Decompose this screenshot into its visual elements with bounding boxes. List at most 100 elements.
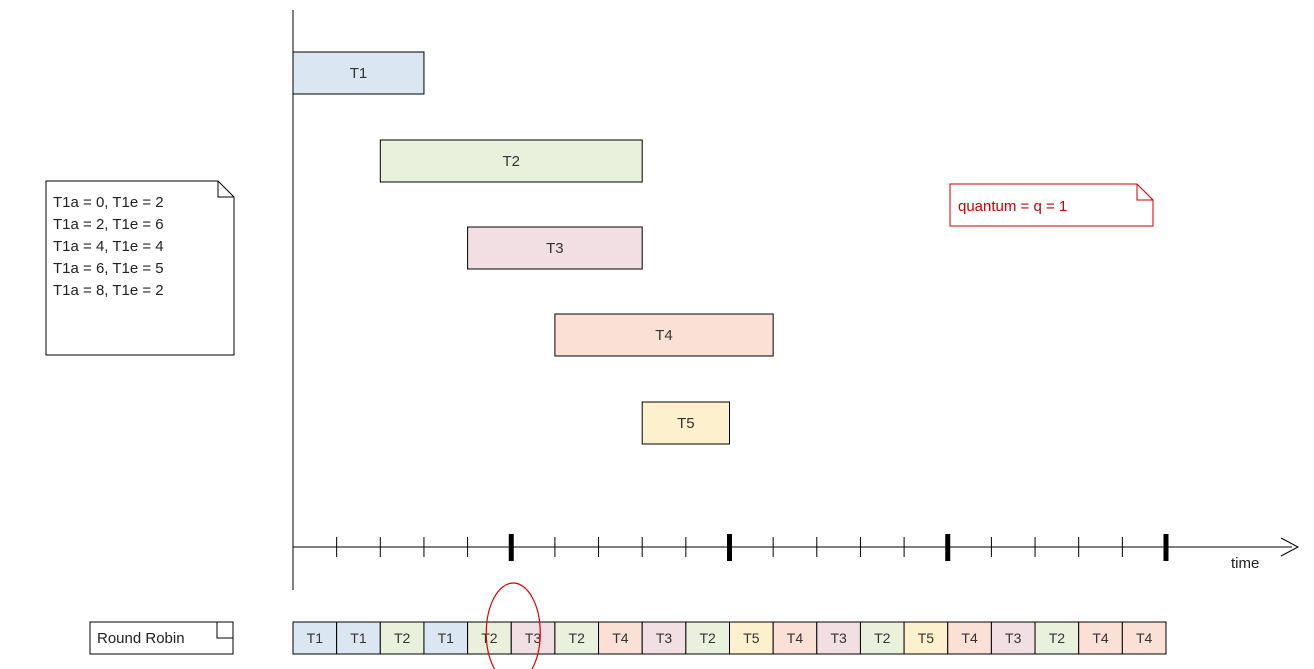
schedule-slot-label: T1 [307, 630, 324, 646]
task-bar-label: T2 [502, 153, 520, 170]
task-bar-t2: T2 [379, 139, 643, 183]
schedule-slot-label: T1 [350, 630, 367, 646]
round-robin-note: Round Robin [89, 621, 234, 655]
task-bar-rect [379, 139, 643, 183]
task-bar-t1: T1 [292, 51, 425, 95]
time-axis-label: time [1231, 555, 1259, 572]
task-bar-label: T3 [546, 240, 564, 257]
schedule-slot-label: T2 [394, 630, 411, 646]
schedule-slot-label: T2 [569, 630, 586, 646]
schedule-slot: T1 [336, 621, 381, 655]
task-bar-t4: T4 [554, 313, 774, 357]
schedule-slot: T2 [1034, 621, 1080, 655]
quantum-note-shape [949, 183, 1154, 227]
highlight-circle [485, 582, 541, 669]
schedule-slot-label: T4 [961, 630, 978, 646]
schedule-slot-rect [903, 621, 949, 655]
schedule-slot-label: T2 [1049, 630, 1066, 646]
schedule-slot: T4 [947, 621, 992, 655]
schedule-slot-rect [379, 621, 425, 655]
time-axis-arrowhead [1280, 537, 1300, 557]
task-bar-rect [292, 51, 425, 95]
task-bars: T1 T2 T3 T4 T5 [292, 51, 774, 445]
schedule-slot-label: T1 [438, 630, 455, 646]
schedule-slot-rect [510, 621, 556, 655]
schedule-slot-label: T3 [830, 630, 847, 646]
schedule-slot: T3 [816, 621, 861, 655]
major-tick [508, 534, 514, 561]
schedule-slot: T4 [772, 621, 818, 655]
schedule-slot: T4 [598, 621, 643, 655]
schedule-slot-rect [336, 621, 381, 655]
arrival-note-fold [217, 181, 234, 198]
schedule-slot: T1 [423, 621, 469, 655]
schedule-slot-rect [292, 621, 338, 655]
schedule-slot-label: T5 [743, 630, 760, 646]
quantum-note: quantum = q = 1 [949, 183, 1154, 227]
schedule-slot: T1 [292, 621, 338, 655]
arrival-note-line-1: T1a = 0, T1e = 2 [53, 194, 164, 211]
quantum-note-fold [1136, 184, 1153, 201]
arrival-note-line-5: T1a = 8, T1e = 2 [53, 282, 164, 299]
arrival-note: T1a = 0, T1e = 2 T1a = 2, T1e = 6 T1a = … [45, 180, 235, 356]
arrival-note-line-3: T1a = 4, T1e = 4 [53, 238, 164, 255]
schedule-slot-label: T3 [656, 630, 673, 646]
schedule-slot-rect [423, 621, 469, 655]
task-bar-rect [641, 401, 731, 445]
schedule-slot: T3 [641, 621, 687, 655]
schedule-slot-label: T2 [481, 630, 498, 646]
schedule-slot-label: T5 [918, 630, 935, 646]
schedule-slot-rect [1034, 621, 1080, 655]
schedule-slot: T2 [554, 621, 600, 655]
schedule-slot-label: T3 [525, 630, 542, 646]
schedule-slot: T4 [1078, 621, 1123, 655]
time-axis: time [293, 534, 1300, 572]
task-bar-rect [554, 313, 774, 357]
schedule-slot: T2 [467, 621, 512, 655]
schedule-slot-label: T4 [612, 630, 629, 646]
round-robin-note-shape [89, 621, 234, 655]
major-tick [1163, 534, 1169, 561]
schedule-slot-rect [467, 621, 512, 655]
arrival-note-line-4: T1a = 6, T1e = 5 [53, 260, 164, 277]
time-axis-ticks [336, 534, 1169, 561]
quantum-note-text: quantum = q = 1 [958, 198, 1067, 215]
schedule-slot-label: T4 [787, 630, 804, 646]
schedule-slot-label: T3 [1005, 630, 1022, 646]
schedule-slot-rect [1121, 621, 1167, 655]
round-robin-label: Round Robin [97, 630, 185, 647]
schedule-slot-rect [598, 621, 643, 655]
schedule-slot-label: T4 [1136, 630, 1153, 646]
schedule-slot-label: T4 [1092, 630, 1109, 646]
schedule-slot: T2 [685, 621, 730, 655]
schedule-slot-rect [729, 621, 774, 655]
task-bar-rect [467, 226, 643, 270]
schedule-slot-rect [554, 621, 600, 655]
task-bar-label: T1 [350, 65, 368, 82]
schedule-slot: T5 [729, 621, 774, 655]
schedule-slot: T4 [1121, 621, 1167, 655]
task-bar-t5: T5 [641, 401, 731, 445]
schedule-slot-rect [859, 621, 905, 655]
schedule-slot: T2 [379, 621, 425, 655]
task-bar-label: T4 [655, 327, 673, 344]
schedule-slot-rect [990, 621, 1036, 655]
schedule-slot-label: T2 [874, 630, 891, 646]
arrival-note-line-2: T1a = 2, T1e = 6 [53, 216, 164, 233]
schedule-slot: T5 [903, 621, 949, 655]
arrival-note-shape [45, 180, 235, 356]
schedule-slot-rect [641, 621, 687, 655]
schedule-slot: T3 [990, 621, 1036, 655]
task-bar-label: T5 [677, 415, 695, 432]
schedule-slot: T3 [510, 621, 556, 655]
round-robin-note-fold [216, 622, 233, 639]
schedule-slot-label: T2 [700, 630, 717, 646]
schedule-slot-rect [772, 621, 818, 655]
task-bar-t3: T3 [467, 226, 643, 270]
schedule-slot: T2 [859, 621, 905, 655]
major-tick [945, 534, 951, 561]
schedule-slots: T1 T1 T2 T1 T2 T3 T2 T4 T3 T2 T5 T4 T3 T2 T5 T4 T3 T2 T4 T4 [292, 621, 1167, 655]
schedule-slot-rect [947, 621, 992, 655]
major-tick [727, 534, 732, 561]
